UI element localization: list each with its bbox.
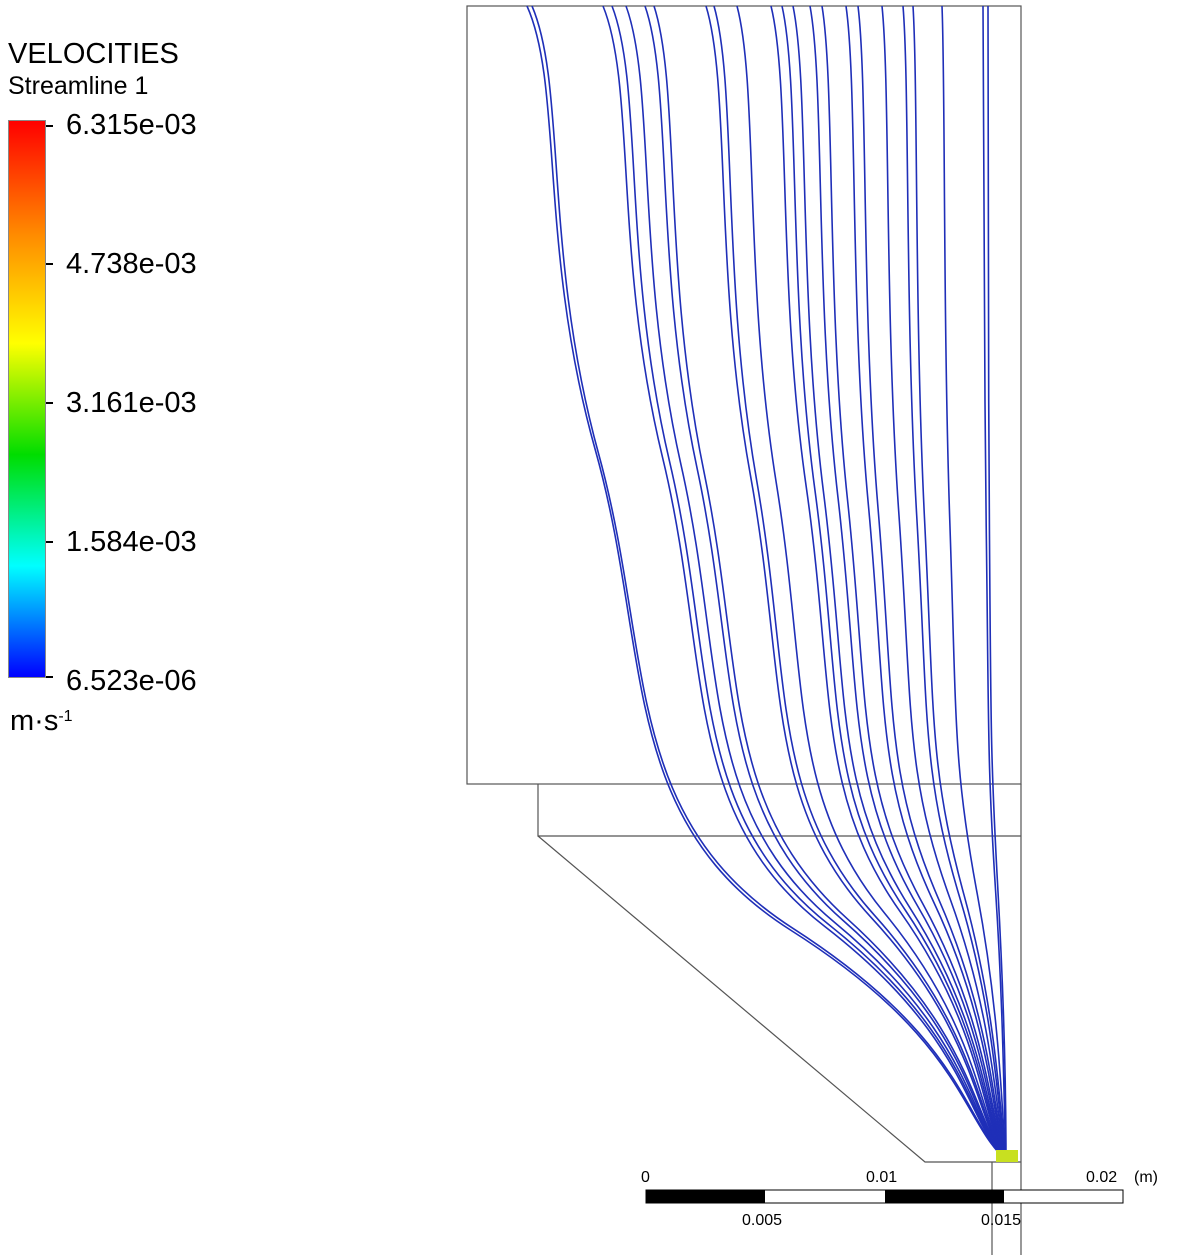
scale-label-0005: 0.005	[742, 1212, 782, 1229]
colorbar-tick-label: 1.584e-03	[66, 526, 197, 558]
streamline	[845, 5, 1007, 1161]
legend-unit: m·s-1	[10, 704, 73, 738]
outlet-high-velocity-region	[996, 1150, 1018, 1162]
streamline-group	[526, 5, 1007, 1161]
colorbar-tick-label: 6.315e-03	[66, 109, 197, 141]
streamline	[881, 5, 1007, 1161]
streamline	[987, 5, 1007, 1161]
streamline	[625, 5, 1007, 1161]
colorbar-tick-mark	[46, 676, 53, 678]
legend-unit-exponent: -1	[58, 708, 73, 725]
scale-unit-label: (m)	[1134, 1169, 1158, 1186]
streamline	[912, 5, 1007, 1161]
colorbar-tick-mark	[46, 125, 53, 127]
legend-unit-base: m·s	[10, 705, 59, 737]
streamline	[809, 5, 1007, 1161]
upper-chamber-outline	[466, 5, 1022, 785]
streamline	[705, 5, 1007, 1161]
colorbar-tick-label: 6.523e-06	[66, 665, 197, 697]
streamline	[857, 5, 1007, 1161]
streamline	[770, 5, 1007, 1161]
scale-label-002: 0.02	[1086, 1169, 1117, 1186]
streamline	[821, 5, 1007, 1161]
streamline	[531, 5, 1007, 1161]
scale-label-001: 0.01	[866, 1169, 897, 1186]
streamline	[982, 5, 1007, 1161]
streamline	[781, 5, 1007, 1161]
legend-subtitle: Streamline 1	[8, 72, 149, 100]
scale-label-0015: 0.015	[981, 1212, 1021, 1229]
colorbar-tick-mark	[46, 541, 53, 543]
length-scale-bar: 0 0.01 0.02 (m) 0.005 0.015	[641, 1169, 1158, 1229]
streamline	[653, 5, 1007, 1161]
color-scale-bar	[8, 120, 46, 678]
colorbar-tick-label: 4.738e-03	[66, 248, 197, 280]
colorbar-tick-mark	[46, 402, 53, 404]
streamline	[526, 5, 1007, 1161]
streamline	[611, 5, 1007, 1161]
cone-section-outline	[537, 835, 1021, 1163]
scale-label-0: 0	[641, 1169, 650, 1186]
scale-bar-segment-dark	[885, 1190, 1004, 1203]
colorbar-tick-label: 3.161e-03	[66, 387, 197, 419]
colorbar-tick-mark	[46, 263, 53, 265]
domain-geometry	[466, 5, 1022, 1255]
streamline	[602, 5, 1007, 1161]
streamline	[902, 5, 1007, 1161]
streamline	[736, 5, 1007, 1161]
streamline	[644, 5, 1007, 1161]
streamline	[941, 5, 1007, 1161]
scale-bar-segment-dark	[646, 1190, 765, 1203]
streamline	[713, 5, 1007, 1161]
legend-title: VELOCITIES	[8, 38, 179, 70]
streamline	[792, 5, 1007, 1161]
